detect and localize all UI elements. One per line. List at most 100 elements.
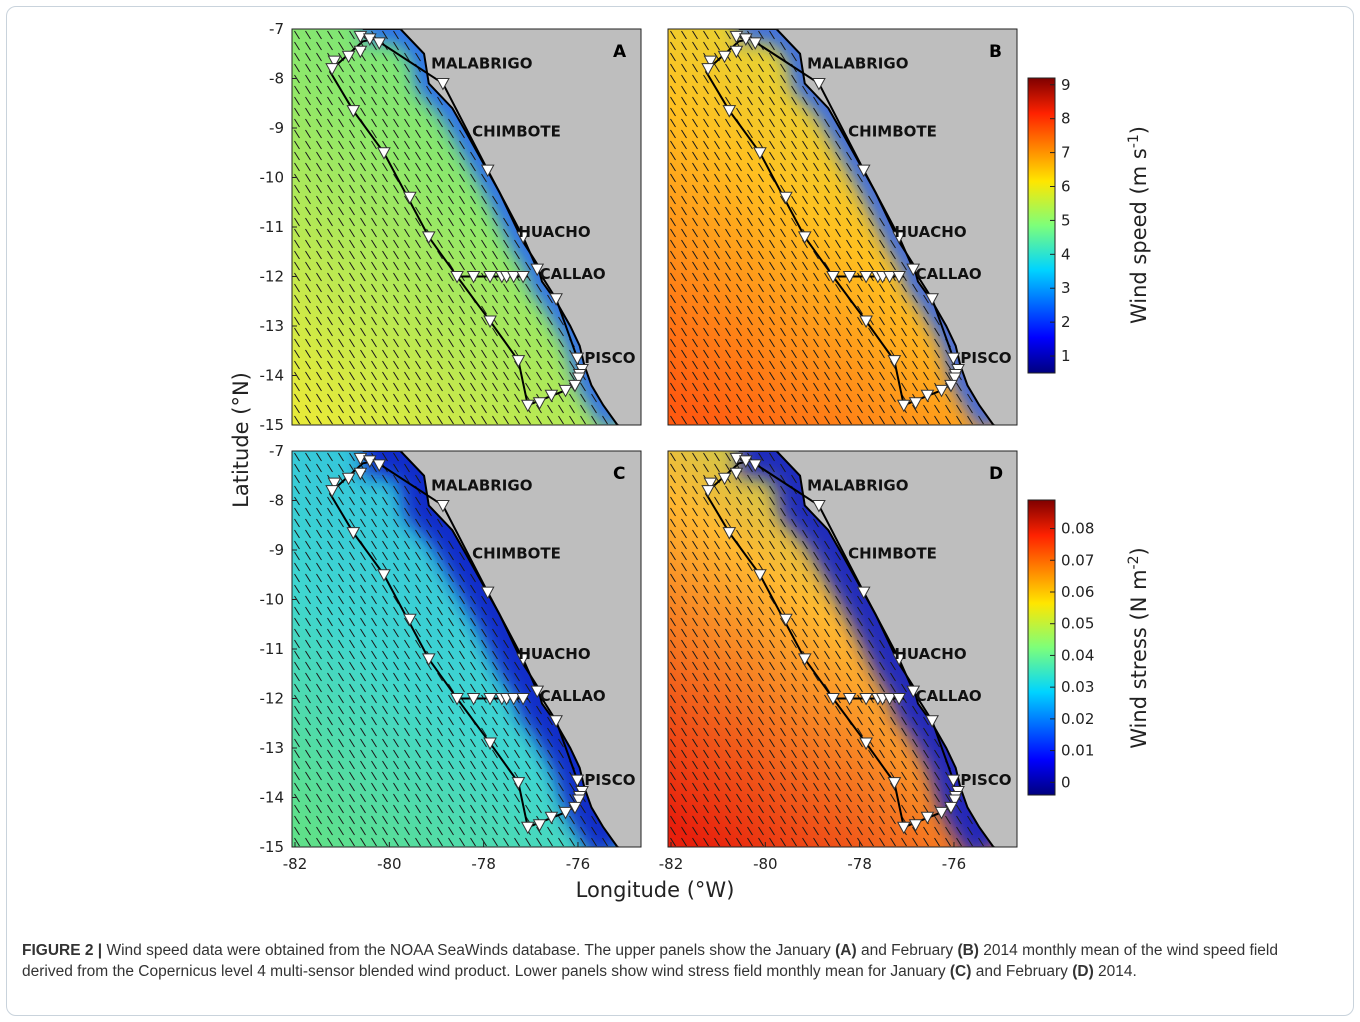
y-tick-label: -9	[269, 541, 284, 559]
colorbar-tick-label: 0.02	[1061, 710, 1094, 728]
station-marker	[729, 467, 744, 481]
colorbar-tick-label: 0.03	[1061, 678, 1094, 696]
station-marker	[568, 379, 582, 393]
y-tick-label: -13	[260, 739, 285, 757]
y-tick-label: -10	[260, 169, 285, 187]
city-label-chimbote: CHIMBOTE	[472, 544, 561, 562]
station-marker	[934, 384, 949, 398]
caption-text-2: and February	[856, 942, 958, 959]
station-marker	[353, 452, 368, 466]
station-marker	[421, 653, 436, 666]
station-marker	[570, 774, 585, 788]
station-marker	[729, 45, 744, 59]
panel-border	[667, 450, 1018, 848]
station-marker	[480, 164, 495, 178]
station-marker	[544, 811, 559, 825]
station-marker	[506, 693, 521, 706]
city-label-callao: CALLAO	[916, 265, 982, 283]
colorbar-tick-label: 4	[1061, 245, 1071, 263]
colorbar-tick-label: 1	[1061, 347, 1071, 365]
map-panels: MALABRIGOCHIMBOTEHUACHOCALLAOPISCOAMALAB…	[291, 28, 1018, 848]
station-marker	[892, 653, 906, 666]
colorbar-tick-label: 5	[1061, 211, 1071, 229]
station-marker	[717, 472, 732, 486]
x-tick-label: -76	[942, 855, 967, 873]
y-tick-label: -11	[260, 640, 285, 658]
station-marker	[748, 37, 763, 50]
station-marker	[516, 231, 530, 244]
colorbar-tick-label: 0.06	[1061, 583, 1094, 601]
station-marker	[530, 685, 545, 699]
station-marker	[892, 693, 906, 706]
city-label-huacho: HUACHO	[518, 645, 590, 663]
station-marker	[421, 231, 436, 244]
station-marker	[779, 191, 793, 205]
station-marker	[466, 271, 481, 284]
station-marker	[892, 231, 906, 244]
station-marker	[882, 693, 897, 706]
station-marker	[346, 527, 361, 540]
station-marker	[549, 293, 563, 306]
station-marker	[571, 372, 586, 386]
map-axes: -7 -8 -9 -10 -11 -12 -13 -14 -15 -7 -8 -9 -10 -11 -12 -…	[260, 20, 967, 873]
y-tick-label: -9	[269, 119, 284, 137]
station-marker	[887, 355, 902, 368]
station-marker	[450, 271, 464, 284]
city-label-malabrigo: MALABRIGO	[431, 477, 532, 495]
colorbars: 1 2 3 4 5 6 7 8 9 Wind speed (m s-1) 0 0.01 0.02 0.03…	[1027, 76, 1151, 796]
station-marker	[325, 485, 339, 498]
station-marker	[826, 693, 840, 706]
station-marker	[944, 379, 958, 393]
station-marker	[516, 271, 530, 284]
station-marker	[327, 55, 342, 69]
city-label-pisco: PISCO	[584, 349, 635, 367]
station-marker	[701, 485, 715, 498]
station-marker	[722, 527, 737, 540]
caption-text-1: Wind speed data were obtained from the N…	[102, 942, 836, 959]
y-tick-label: -7	[269, 442, 284, 460]
station-marker	[859, 693, 873, 706]
city-label-huacho: HUACHO	[894, 645, 966, 663]
city-label-chimbote: CHIMBOTE	[848, 122, 937, 140]
station-marker	[568, 801, 582, 815]
colorbar-tick-label: 0	[1061, 773, 1071, 791]
colorbar-tick-label: 0.08	[1061, 520, 1094, 538]
y-tick-label: -12	[260, 268, 285, 286]
caption-text-3: 2014 monthly mean of the wind speed fiel…	[22, 942, 1278, 980]
city-label-huacho: HUACHO	[894, 223, 966, 241]
station-marker	[520, 821, 535, 835]
station-marker	[558, 806, 573, 820]
y-tick-label: -7	[269, 20, 284, 38]
station-marker	[549, 715, 563, 728]
city-label-callao: CALLAO	[916, 687, 982, 705]
station-marker	[908, 397, 923, 410]
colorbar-tick-label: 2	[1061, 313, 1071, 331]
panel-b: MALABRIGO CHIMBOTE HUACHO CALLAO PISCO B	[667, 28, 1018, 426]
wind-vectors	[670, 452, 984, 847]
station-marker	[558, 384, 573, 398]
station-marker	[946, 774, 961, 788]
station-marker	[859, 271, 873, 284]
station-marker	[466, 693, 481, 706]
caption-label-d: (D)	[1072, 963, 1094, 980]
station-marker	[353, 30, 368, 44]
station-marker	[703, 55, 718, 69]
station-marker	[842, 693, 857, 706]
city-label-malabrigo: MALABRIGO	[807, 55, 908, 73]
city-label-malabrigo: MALABRIGO	[431, 55, 532, 73]
colorbar-tick-label: 7	[1061, 144, 1071, 162]
x-axis-label: Longitude (°W)	[576, 878, 735, 902]
station-marker	[920, 389, 935, 403]
station-marker	[480, 586, 495, 600]
station-marker	[925, 715, 939, 728]
station-marker	[944, 801, 958, 815]
y-tick-label: -12	[260, 690, 285, 708]
station-marker	[353, 467, 368, 481]
station-marker	[887, 777, 902, 790]
panel-border	[667, 28, 1018, 426]
station-marker	[372, 37, 387, 50]
station-marker	[753, 569, 767, 582]
city-label-chimbote: CHIMBOTE	[472, 122, 561, 140]
station-marker	[722, 105, 737, 118]
station-marker	[530, 263, 545, 277]
